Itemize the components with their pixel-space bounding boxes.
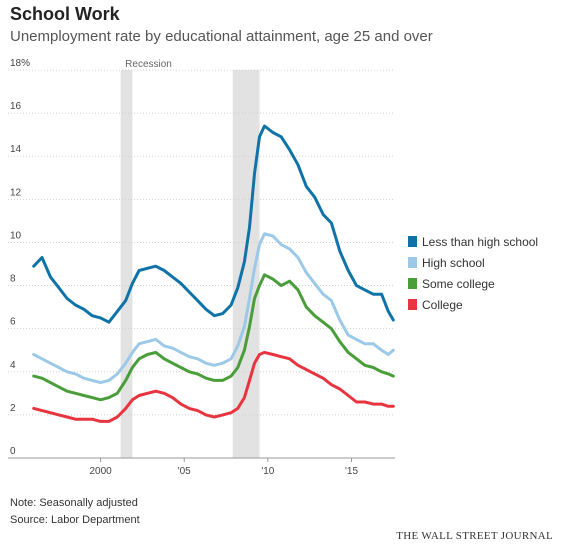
chart-subtitle: Unemployment rate by educational attainm… bbox=[10, 28, 433, 45]
legend-item-college: College bbox=[408, 294, 538, 315]
series-line-less-than-high-school bbox=[32, 124, 395, 324]
y-tick-label: 6 bbox=[10, 317, 16, 328]
legend-item-less-than-high-school: Less than high school bbox=[408, 231, 538, 252]
y-tick-label: 18% bbox=[10, 58, 30, 69]
line-chart: Recession 0 2 4 6 8 10 12 14 16 18% 2000 '05 '10 '15 bbox=[8, 58, 395, 477]
legend-swatch bbox=[408, 299, 417, 310]
footnote: Note: Seasonally adjusted bbox=[10, 497, 138, 509]
y-tick-label: 0 bbox=[10, 446, 16, 457]
legend-label: High school bbox=[422, 255, 485, 270]
y-tick-label: 2 bbox=[10, 403, 16, 414]
y-tick-label: 10 bbox=[10, 230, 22, 241]
legend-item-some-college: Some college bbox=[408, 273, 538, 294]
legend-swatch bbox=[408, 236, 417, 247]
legend-swatch bbox=[408, 257, 417, 268]
x-tick-label: '15 bbox=[345, 466, 358, 477]
legend-item-high-school: High school bbox=[408, 252, 538, 273]
series-line-high-school bbox=[32, 232, 395, 385]
y-tick-label: 14 bbox=[10, 144, 22, 155]
y-tick-label: 16 bbox=[10, 101, 22, 112]
y-tick-label: 4 bbox=[10, 360, 16, 371]
x-tick-label: '10 bbox=[261, 466, 274, 477]
recession-label: Recession bbox=[125, 59, 172, 70]
series-line-some-college bbox=[32, 273, 395, 402]
legend-swatch bbox=[408, 278, 417, 289]
chart-legend: Less than high school High school Some c… bbox=[408, 231, 538, 315]
legend-label: Some college bbox=[422, 276, 495, 291]
legend-label: College bbox=[422, 297, 463, 312]
y-tick-label: 12 bbox=[10, 187, 22, 198]
publisher-brand: THE WALL STREET JOURNAL bbox=[396, 530, 553, 542]
source-note: Source: Labor Department bbox=[10, 514, 140, 526]
x-tick-label: 2000 bbox=[89, 466, 112, 477]
chart-title: School Work bbox=[10, 4, 120, 24]
series-line-college bbox=[32, 350, 395, 423]
x-tick-label: '05 bbox=[178, 466, 191, 477]
y-tick-label: 8 bbox=[10, 274, 16, 285]
recession-band bbox=[120, 70, 133, 458]
legend-label: Less than high school bbox=[422, 234, 539, 249]
